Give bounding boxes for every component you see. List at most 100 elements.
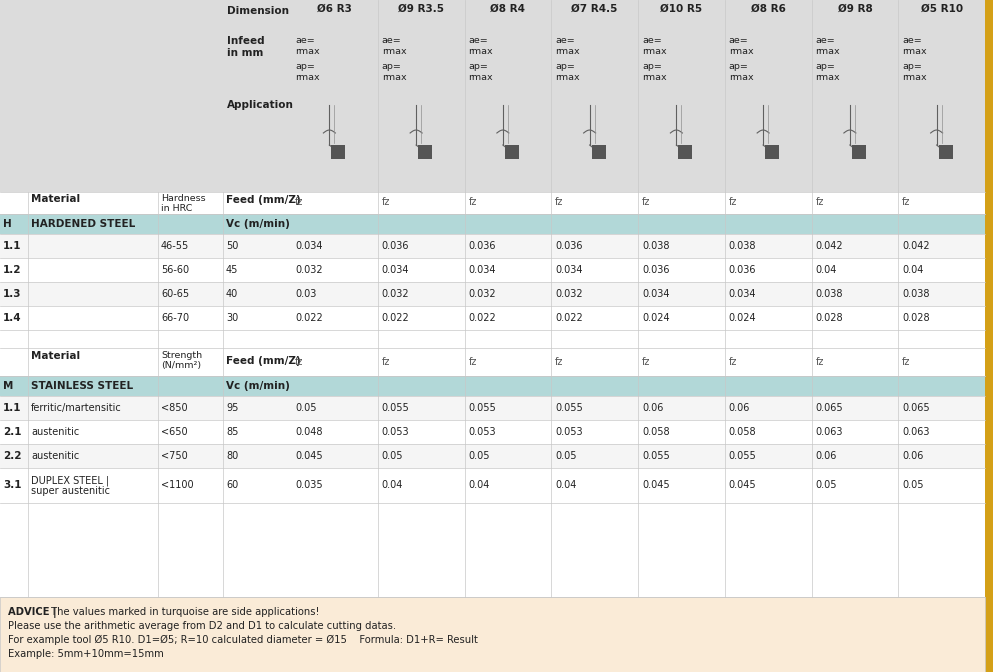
Text: Feed (mm/Z): Feed (mm/Z) (226, 356, 301, 366)
Text: fz: fz (815, 357, 824, 367)
Text: For example tool Ø5 R10. D1=Ø5; R=10 calculated diameter = Ø15    Formula: D1+R=: For example tool Ø5 R10. D1=Ø5; R=10 cal… (8, 635, 478, 645)
Text: 2.1: 2.1 (3, 427, 22, 437)
Text: Application: Application (227, 100, 294, 110)
Text: fz: fz (729, 357, 737, 367)
Text: 2.2: 2.2 (3, 451, 22, 461)
Text: Feed (mm/Z): Feed (mm/Z) (226, 195, 301, 205)
Bar (0, 258, 985, 282)
Text: 3.1: 3.1 (3, 480, 22, 491)
Text: The values marked in turquoise are side applications!: The values marked in turquoise are side … (48, 607, 320, 617)
Text: rmax: rmax (642, 47, 666, 56)
Text: fz: fz (729, 197, 737, 207)
Text: Vc (m/min): Vc (m/min) (226, 219, 290, 229)
Text: super austenitic: super austenitic (31, 487, 110, 497)
Text: 0.055: 0.055 (729, 451, 757, 461)
Text: Ø9 R3.5: Ø9 R3.5 (398, 4, 444, 14)
Text: 0.042: 0.042 (815, 241, 843, 251)
Bar (0, 503, 985, 597)
Bar (985, 0, 993, 672)
Text: 95: 95 (226, 403, 238, 413)
Text: Material: Material (31, 351, 80, 361)
Text: fz: fz (903, 197, 911, 207)
Text: austenitic: austenitic (31, 451, 79, 461)
Text: Please use the arithmetic average from D2 and D1 to calculate cutting datas.: Please use the arithmetic average from D… (8, 621, 396, 631)
Text: 0.028: 0.028 (815, 313, 843, 323)
Text: rmax: rmax (903, 73, 926, 82)
Text: 66-70: 66-70 (161, 313, 189, 323)
Bar (0, 468, 985, 503)
Text: 60: 60 (226, 480, 238, 491)
Text: 0.055: 0.055 (381, 403, 409, 413)
Text: 0.05: 0.05 (469, 451, 490, 461)
Text: ap=: ap= (815, 62, 835, 71)
Bar (0, 444, 985, 468)
Text: 0.036: 0.036 (469, 241, 496, 251)
Text: Vc (m/min): Vc (m/min) (226, 381, 290, 391)
Bar (0, 214, 985, 234)
Text: 0.022: 0.022 (381, 313, 409, 323)
Text: 0.032: 0.032 (469, 289, 496, 299)
Text: ae=: ae= (729, 36, 749, 45)
Text: 0.034: 0.034 (381, 265, 409, 275)
Bar (504, 145, 519, 159)
Bar (418, 145, 432, 159)
Text: 0.058: 0.058 (642, 427, 669, 437)
Text: ferritic/martensitic: ferritic/martensitic (31, 403, 122, 413)
Text: 0.053: 0.053 (469, 427, 496, 437)
Text: Ø10 R5: Ø10 R5 (660, 4, 702, 14)
Text: 0.022: 0.022 (469, 313, 496, 323)
Text: 0.024: 0.024 (729, 313, 757, 323)
Text: 0.04: 0.04 (555, 480, 577, 491)
Text: 0.04: 0.04 (903, 265, 923, 275)
Text: rmax: rmax (729, 73, 754, 82)
Bar (0, 282, 985, 306)
Text: 0.034: 0.034 (295, 241, 323, 251)
Text: Strength
(N/mm²): Strength (N/mm²) (161, 351, 203, 370)
Text: 0.058: 0.058 (729, 427, 757, 437)
Bar (766, 145, 780, 159)
Text: 0.042: 0.042 (903, 241, 929, 251)
Text: 0.045: 0.045 (642, 480, 669, 491)
Text: DUPLEX STEEL |: DUPLEX STEEL | (31, 475, 109, 486)
Text: 0.035: 0.035 (295, 480, 323, 491)
Bar (0, 396, 985, 420)
Text: rmax: rmax (469, 47, 494, 56)
Text: 0.05: 0.05 (295, 403, 317, 413)
Bar (0, 420, 985, 444)
Text: ae=: ae= (815, 36, 835, 45)
Text: rmax: rmax (555, 47, 580, 56)
Text: 0.034: 0.034 (555, 265, 583, 275)
Bar (0, 597, 993, 672)
Text: austenitic: austenitic (31, 427, 79, 437)
Text: rmax: rmax (729, 47, 754, 56)
Bar (0, 597, 985, 672)
Text: 0.034: 0.034 (642, 289, 669, 299)
Text: fz: fz (469, 197, 477, 207)
Text: Infeed
in mm: Infeed in mm (227, 36, 264, 58)
Text: 0.063: 0.063 (815, 427, 843, 437)
Text: Ø7 R4.5: Ø7 R4.5 (571, 4, 618, 14)
Text: 0.048: 0.048 (295, 427, 323, 437)
Text: 0.06: 0.06 (729, 403, 750, 413)
Text: 0.036: 0.036 (729, 265, 757, 275)
Bar (0, 348, 985, 376)
Bar (0, 330, 985, 348)
Text: ap=: ap= (555, 62, 575, 71)
Text: 0.034: 0.034 (729, 289, 757, 299)
Text: rmax: rmax (381, 73, 406, 82)
Text: 46-55: 46-55 (161, 241, 190, 251)
Text: HARDENED STEEL: HARDENED STEEL (31, 219, 135, 229)
Text: Material: Material (31, 194, 80, 204)
Text: 0.038: 0.038 (903, 289, 929, 299)
Text: 0.055: 0.055 (555, 403, 583, 413)
Text: ae=: ae= (469, 36, 489, 45)
Text: fz: fz (381, 357, 390, 367)
Text: 0.036: 0.036 (642, 265, 669, 275)
Text: 0.038: 0.038 (642, 241, 669, 251)
Text: 0.055: 0.055 (469, 403, 496, 413)
Text: ae=: ae= (903, 36, 922, 45)
Text: <650: <650 (161, 427, 188, 437)
Text: ae=: ae= (555, 36, 575, 45)
Text: M: M (3, 381, 13, 391)
Text: ap=: ap= (642, 62, 662, 71)
